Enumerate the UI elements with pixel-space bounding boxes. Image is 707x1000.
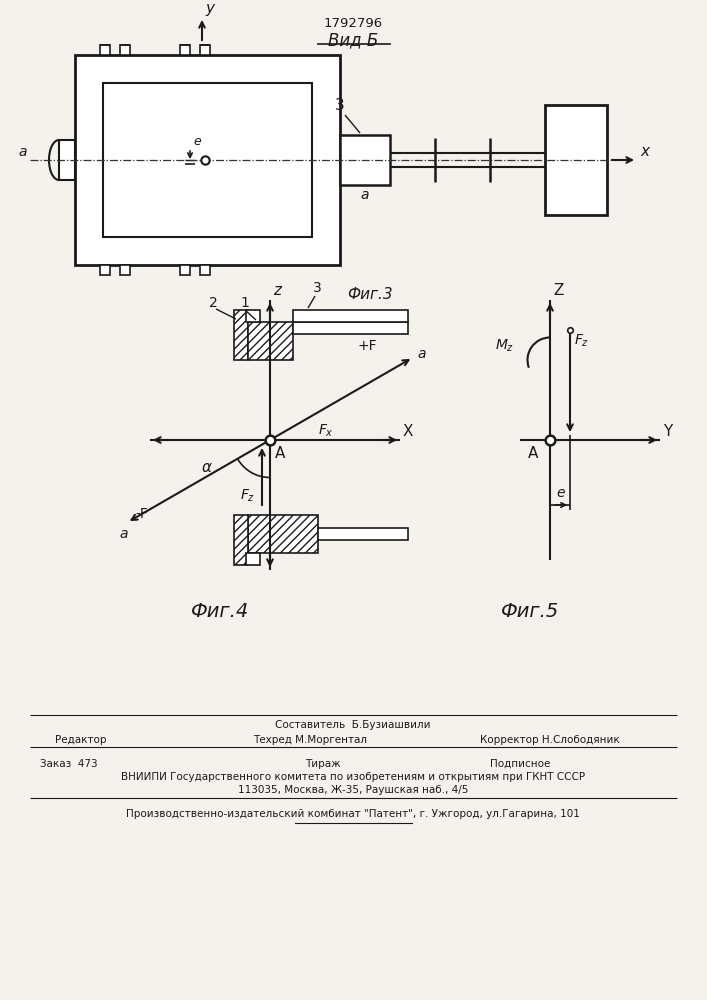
Text: e: e <box>556 486 564 500</box>
Bar <box>545 105 607 215</box>
Text: α: α <box>202 460 212 475</box>
Bar <box>120 265 130 275</box>
Bar <box>318 528 408 540</box>
Bar <box>100 265 110 275</box>
Bar <box>340 135 390 185</box>
Bar <box>246 310 260 322</box>
Text: A: A <box>528 446 538 461</box>
Text: ВНИИПИ Государственного комитета по изобретениям и открытиям при ГКНТ СССР: ВНИИПИ Государственного комитета по изоб… <box>121 772 585 782</box>
Text: a: a <box>18 145 27 159</box>
Text: -F: -F <box>135 506 148 520</box>
Text: a: a <box>119 528 127 542</box>
Bar <box>59 140 75 180</box>
Text: Вид Б: Вид Б <box>328 31 378 49</box>
Text: 2: 2 <box>209 296 218 310</box>
Text: $F_z$: $F_z$ <box>574 333 589 349</box>
Text: a: a <box>361 188 369 202</box>
Text: $F_x$: $F_x$ <box>318 423 334 439</box>
Text: Тираж: Тираж <box>305 759 341 769</box>
Text: Техред М.Моргентал: Техред М.Моргентал <box>253 735 367 745</box>
Text: 1: 1 <box>240 296 249 310</box>
Bar <box>75 55 340 265</box>
Text: $M_z$: $M_z$ <box>495 338 514 354</box>
Text: e: e <box>193 135 201 148</box>
Text: a: a <box>418 347 426 360</box>
Text: x: x <box>640 144 649 159</box>
Text: $F_z$: $F_z$ <box>240 488 255 504</box>
Text: Подписное: Подписное <box>490 759 550 769</box>
Bar <box>180 45 190 55</box>
Text: Фиг.4: Фиг.4 <box>191 602 249 621</box>
Text: 1792796: 1792796 <box>323 17 382 30</box>
Bar <box>293 310 408 322</box>
Text: z: z <box>273 283 281 298</box>
Text: X: X <box>403 424 414 439</box>
Text: Составитель  Б.Бузиашвили: Составитель Б.Бузиашвили <box>275 720 431 730</box>
Text: 3: 3 <box>313 281 322 295</box>
Bar <box>234 310 248 360</box>
Bar <box>200 265 210 275</box>
Bar <box>120 45 130 55</box>
Bar <box>234 515 248 565</box>
Text: Y: Y <box>663 424 672 439</box>
Text: 113035, Москва, Ж-35, Раушская наб., 4/5: 113035, Москва, Ж-35, Раушская наб., 4/5 <box>238 785 468 795</box>
Text: Редактор: Редактор <box>55 735 107 745</box>
Text: 3: 3 <box>335 98 345 113</box>
Text: Корректор Н.Слободяник: Корректор Н.Слободяник <box>480 735 620 745</box>
Bar <box>100 45 110 55</box>
Text: Заказ  473: Заказ 473 <box>40 759 98 769</box>
Bar <box>180 265 190 275</box>
Text: Фиг.5: Фиг.5 <box>501 602 559 621</box>
Text: A: A <box>275 446 286 461</box>
Text: Производственно-издательский комбинат "Патент", г. Ужгород, ул.Гагарина, 101: Производственно-издательский комбинат "П… <box>126 809 580 819</box>
Bar <box>103 83 312 237</box>
Bar <box>248 322 293 360</box>
Text: +F: +F <box>358 338 378 353</box>
Text: Z: Z <box>553 283 563 298</box>
Bar <box>293 322 408 334</box>
Text: y: y <box>205 1 214 16</box>
Text: Фиг.3: Фиг.3 <box>347 287 393 302</box>
Bar <box>248 515 318 553</box>
Bar <box>246 553 260 565</box>
Bar <box>200 45 210 55</box>
